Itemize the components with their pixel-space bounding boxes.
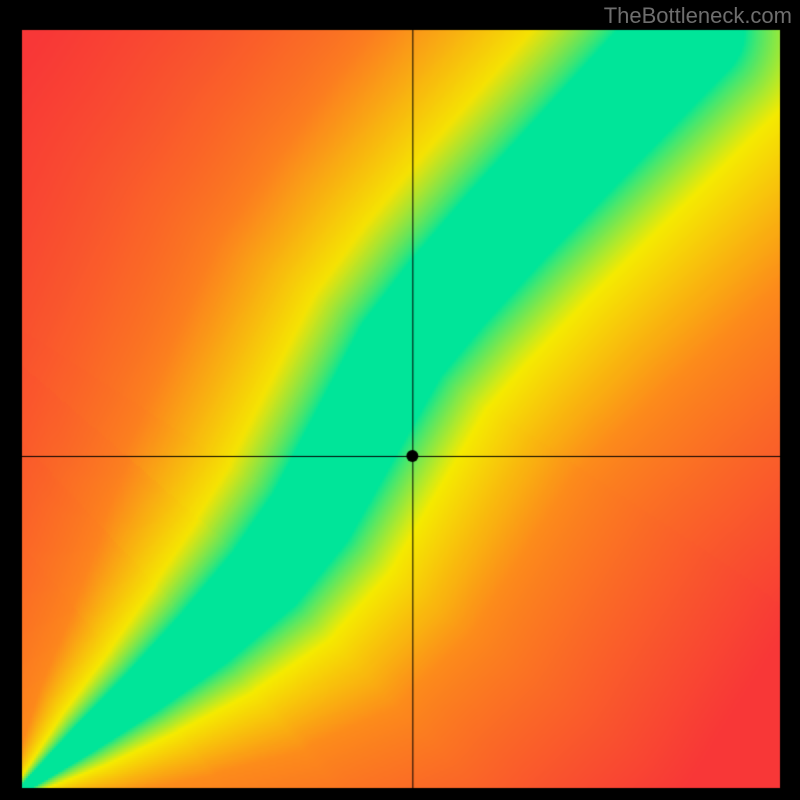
heatmap-canvas — [0, 0, 800, 800]
chart-container: TheBottleneck.com — [0, 0, 800, 800]
watermark-text: TheBottleneck.com — [604, 3, 792, 29]
